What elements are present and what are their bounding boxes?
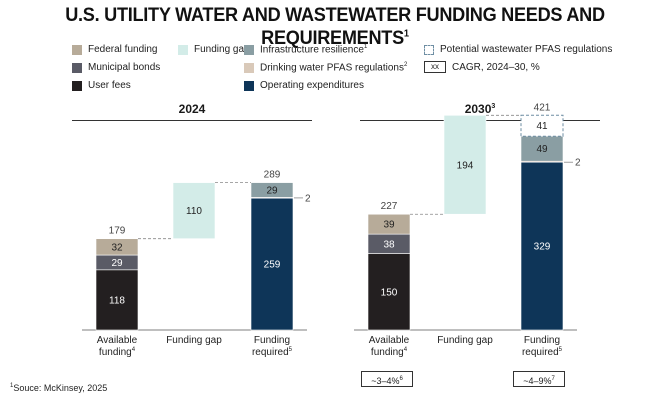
bar-2030-available-funding-fees: [367, 253, 411, 331]
chart-title-text: U.S. UTILITY WATER AND WASTEWATER FUNDIN…: [65, 4, 605, 49]
bar-2024-funding-gap-gap: [172, 182, 216, 240]
legend-swatch-pfas-ww: [424, 45, 434, 55]
legend-swatch-pfas-dw: [244, 63, 254, 73]
total-label-2030-funding-required: 421: [534, 102, 551, 113]
panel-heading-2024-text: 2024: [178, 102, 206, 116]
category-label-2030-funding-required-1: Funding: [524, 335, 560, 346]
bar-2030-funding-required-pfas_ww: [520, 114, 564, 137]
legend-label-opex: Operating expenditures: [260, 80, 364, 91]
bar-label-2030-funding-required-pfas_ww: 41: [536, 121, 548, 132]
category-label-2030-available-funding-2: funding4: [371, 347, 408, 358]
category-label-2030-available-funding-1: Available: [369, 335, 410, 346]
cagr-badge-required: ~4–9%7: [513, 371, 565, 387]
bar-label-2030-available-funding-bonds: 38: [383, 239, 395, 250]
bar-2024-funding-required-opex: [250, 197, 294, 331]
legend-label-pfas-dw: Drinking water PFAS regulations: [260, 62, 404, 74]
legend-label-infra: Infrastructure resilience: [260, 44, 364, 56]
bar-2030-available-funding-federal: [367, 213, 411, 235]
category-label-2030-funding-required-2: required5: [522, 347, 563, 358]
legend-swatch-opex: [244, 81, 254, 91]
bar-2024-available-funding-fees: [95, 269, 139, 331]
legend-label-fees: User fees: [88, 80, 131, 91]
bar-label-2024-funding-required-opex: 259: [264, 259, 281, 270]
cagr-required-text: ~4–9%: [523, 376, 552, 386]
panel-heading-2030: 20303: [360, 102, 600, 116]
bar-2030-funding-gap-gap: [443, 114, 487, 215]
total-label-2024-funding-required: 289: [264, 170, 281, 181]
bar-label-2024-funding-required-infra: 29: [266, 186, 278, 197]
category-label-2024-available-funding-1: Available: [97, 335, 138, 346]
total-label-2030-available-funding: 227: [381, 201, 398, 212]
footnote-sup: 1: [10, 383, 14, 389]
bar-2024-funding-required-infra: [250, 182, 294, 198]
legend-label-cagr: CAGR, 2024–30, %: [452, 62, 540, 73]
legend-sup-infra: 1: [363, 44, 368, 50]
footnote: 1Souce: McKinsey, 2025: [10, 383, 107, 393]
legend-label-federal: Federal funding: [88, 44, 158, 55]
bar-label-2030-funding-required-infra: 49: [536, 144, 548, 155]
category-label-2024-available-funding-2: funding4: [99, 347, 136, 358]
bar-label-2030-funding-gap-gap: 194: [457, 160, 474, 171]
cagr-required-sup: 7: [551, 376, 555, 382]
bar-label-2030-available-funding-fees: 150: [381, 287, 398, 298]
total-label-2024-available-funding: 179: [109, 226, 126, 237]
category-label-2030-funding-gap: Funding gap: [437, 335, 493, 346]
side-label-2030-funding-required: 2: [575, 158, 581, 169]
bar-label-2024-available-funding-federal: 32: [111, 242, 123, 253]
chart-title-sup: 1: [403, 28, 409, 40]
legend-label-bonds: Municipal bonds: [88, 62, 161, 73]
legend-swatch-gap: [178, 45, 188, 55]
legend-swatch-federal: [72, 45, 82, 55]
chart-title: U.S. UTILITY WATER AND WASTEWATER FUNDIN…: [23, 4, 646, 50]
bar-label-2030-available-funding-federal: 39: [383, 220, 395, 231]
panel-heading-2030-sup: 3: [491, 103, 496, 110]
category-label-2024-funding-required-1: Funding: [254, 335, 290, 346]
cagr-available-sup: 6: [399, 376, 403, 382]
legend-label-pfas-ww: Potential wastewater PFAS regulations: [440, 44, 613, 55]
legend-swatch-bonds: [72, 63, 82, 73]
category-label-2024-funding-gap: Funding gap: [166, 335, 222, 346]
legend-swatch-fees: [72, 81, 82, 91]
bar-label-2024-funding-gap-gap: 110: [186, 206, 202, 217]
cagr-badge-available: ~3–4%6: [361, 371, 413, 387]
bar-label-2024-available-funding-fees: 118: [109, 295, 125, 306]
footnote-text: Souce: McKinsey, 2025: [13, 383, 108, 393]
panel-heading-2030-text: 2030: [464, 102, 492, 116]
bar-2030-funding-required-opex: [520, 161, 564, 331]
legend-cagr-marker: xx: [424, 61, 446, 73]
legend-sup-pfas-dw: 2: [403, 62, 408, 68]
cagr-available-text: ~3–4%: [371, 376, 400, 386]
side-label-2024-funding-required: 2: [305, 193, 311, 204]
bar-label-2024-available-funding-bonds: 29: [111, 258, 123, 269]
legend-swatch-infra: [244, 45, 254, 55]
bar-label-2030-funding-required-opex: 329: [534, 242, 551, 253]
panel-rule-2024: [72, 120, 312, 121]
legend-label-gap: Funding gap: [194, 44, 250, 55]
panel-heading-2024: 2024: [72, 102, 312, 116]
category-label-2024-funding-required-2: required5: [252, 347, 293, 358]
bar-2024-available-funding-federal: [95, 238, 139, 256]
